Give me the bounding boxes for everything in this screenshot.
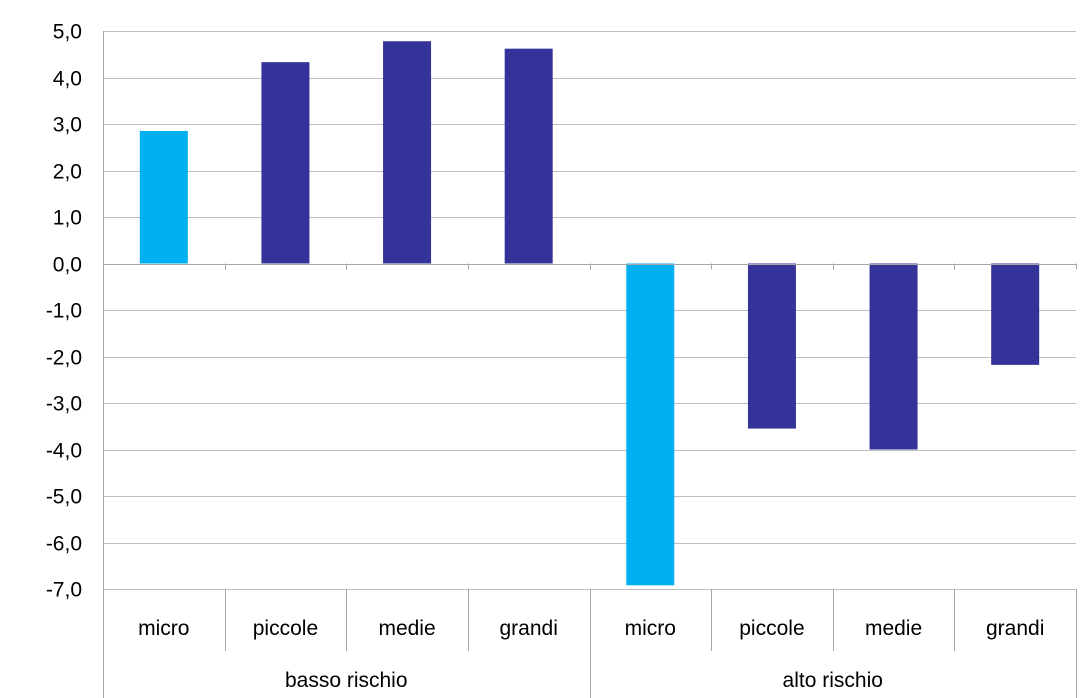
category-labels: micro piccole medie grandi micro piccole medie… (138, 617, 1044, 640)
category-label: micro (625, 617, 676, 640)
category-label: piccole (739, 617, 804, 640)
y-tick-label: -5,0 (46, 486, 82, 509)
bar-basso-micro (139, 130, 188, 264)
group-label: basso rischio (285, 669, 408, 692)
y-tick-label: -6,0 (46, 533, 82, 556)
y-tick-label: -2,0 (46, 347, 82, 370)
bar-alto-grandi (991, 263, 1040, 365)
bars (139, 41, 1040, 586)
category-label: medie (865, 617, 922, 640)
category-label: grandi (499, 617, 557, 640)
y-tick-label: 2,0 (53, 161, 82, 184)
y-tick-label: -4,0 (46, 440, 82, 463)
y-axis-tick-labels: 5,0 4,0 3,0 2,0 1,0 0,0 -1,0 -2,0 -3,0 -4,0 -5,0 -6… (46, 21, 82, 602)
y-tick-label: -7,0 (46, 579, 82, 602)
y-tick-label: 5,0 (53, 21, 82, 44)
y-tick-label: 1,0 (53, 207, 82, 230)
y-tick-label: -3,0 (46, 393, 82, 416)
bar-alto-micro (626, 263, 675, 586)
y-tick-label: 0,0 (53, 254, 82, 277)
category-label: grandi (986, 617, 1044, 640)
group-labels: basso rischio alto rischio (285, 669, 883, 692)
y-tick-label: 3,0 (53, 114, 82, 137)
bar-alto-medie (869, 263, 918, 450)
y-tick-label: -1,0 (46, 300, 82, 323)
y-tick-label: 4,0 (53, 68, 82, 91)
bar-alto-piccole (747, 263, 796, 429)
bar-basso-piccole (261, 62, 310, 264)
bar-basso-grandi (504, 48, 553, 264)
gridlines (103, 31, 1076, 590)
category-label: medie (378, 617, 435, 640)
category-label: piccole (253, 617, 318, 640)
category-label: micro (138, 617, 189, 640)
axes (103, 31, 1077, 698)
bar-basso-medie (383, 41, 432, 264)
group-label: alto rischio (783, 669, 883, 692)
